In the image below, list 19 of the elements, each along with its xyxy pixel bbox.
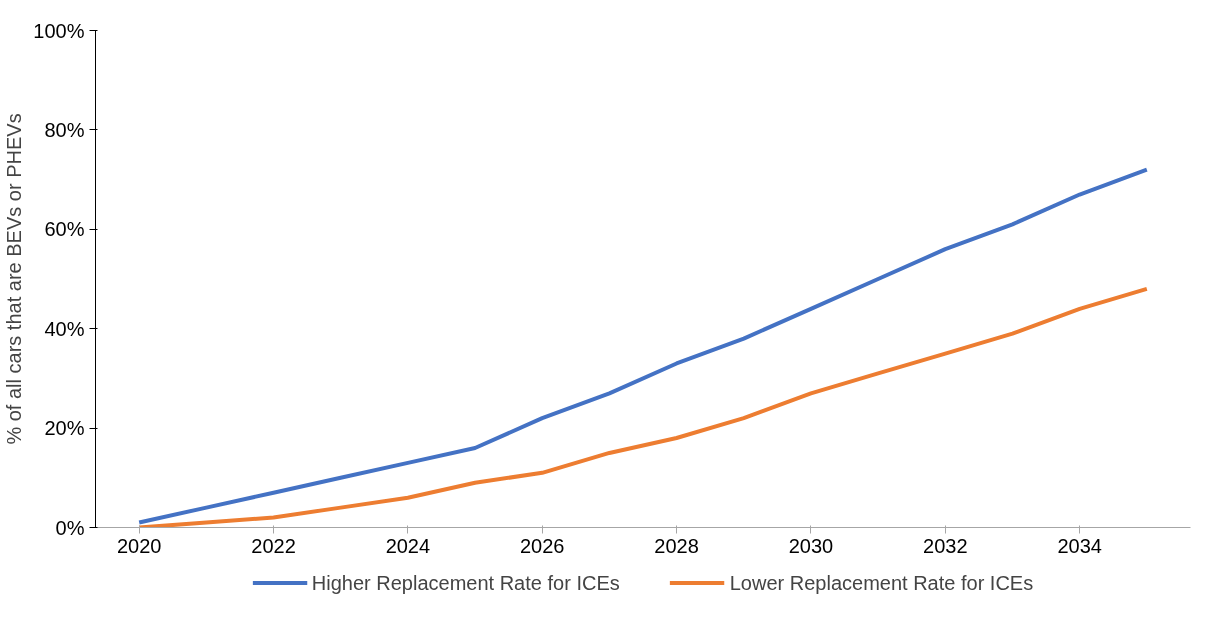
x-tick-label: 2030 [788, 534, 834, 557]
line-series [137, 286, 1149, 528]
x-tick-label: 2020 [116, 534, 162, 557]
x-tick-label: 2032 [923, 534, 968, 557]
line-series [137, 167, 1149, 525]
y-tick-label: 80% [44, 118, 85, 141]
y-tick-label: 20% [44, 417, 85, 440]
y-tick-label: 0% [55, 516, 85, 539]
x-tick-label: 2034 [1057, 534, 1102, 557]
legend-label: Higher Replacement Rate for ICEs [311, 571, 620, 594]
y-tick-label: 60% [44, 218, 85, 241]
x-tick-label: 2026 [519, 534, 565, 557]
x-tick-label: 2022 [251, 534, 296, 557]
y-tick-label: 40% [44, 317, 85, 340]
x-tick-label: 2028 [654, 534, 699, 557]
y-tick-label: 100% [33, 19, 85, 42]
y-axis-title: % of all cars that are BEVs or PHEVs [3, 113, 26, 445]
x-tick-label: 2024 [385, 534, 431, 557]
legend-label: Lower Replacement Rate for ICEs [729, 571, 1034, 594]
